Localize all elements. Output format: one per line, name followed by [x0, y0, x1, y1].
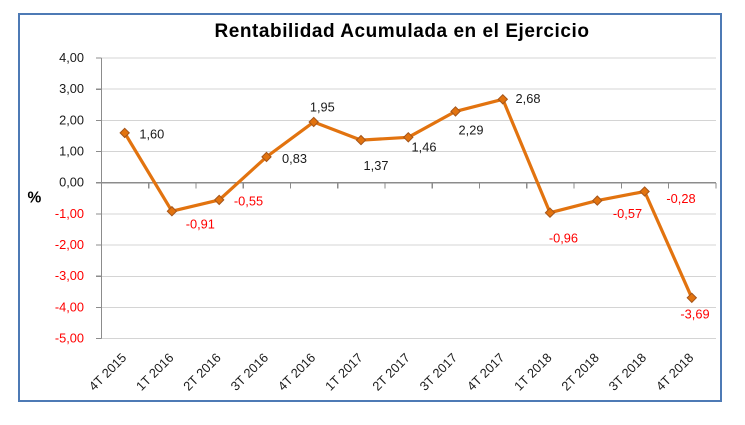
- svg-text:-0,91: -0,91: [186, 217, 215, 232]
- svg-text:1,37: 1,37: [364, 158, 389, 173]
- svg-text:2T 2017: 2T 2017: [369, 350, 413, 394]
- svg-text:-3,69: -3,69: [680, 307, 709, 322]
- svg-text:-2,00: -2,00: [55, 237, 84, 252]
- svg-text:-1,00: -1,00: [55, 206, 84, 221]
- svg-text:%: %: [28, 190, 42, 207]
- svg-text:-5,00: -5,00: [55, 331, 84, 346]
- svg-text:1T 2018: 1T 2018: [511, 350, 555, 394]
- svg-text:1T 2016: 1T 2016: [133, 350, 177, 394]
- svg-text:1,60: 1,60: [139, 127, 164, 142]
- svg-text:4T 2016: 4T 2016: [275, 350, 319, 394]
- svg-text:-0,96: -0,96: [549, 230, 578, 245]
- svg-text:1,46: 1,46: [412, 139, 437, 154]
- svg-text:1T 2017: 1T 2017: [322, 350, 366, 394]
- svg-text:2,68: 2,68: [516, 91, 541, 106]
- svg-text:-3,00: -3,00: [55, 268, 84, 283]
- svg-text:-0,57: -0,57: [613, 206, 642, 221]
- svg-text:4T 2017: 4T 2017: [464, 350, 508, 394]
- svg-text:3T 2016: 3T 2016: [227, 350, 271, 394]
- svg-text:3T 2018: 3T 2018: [606, 350, 650, 394]
- svg-text:-4,00: -4,00: [55, 299, 84, 314]
- svg-text:2T 2018: 2T 2018: [558, 350, 602, 394]
- svg-text:3,00: 3,00: [59, 81, 84, 96]
- svg-text:2,29: 2,29: [459, 123, 484, 138]
- svg-text:2,00: 2,00: [59, 112, 84, 127]
- svg-text:-0,28: -0,28: [666, 191, 695, 206]
- svg-text:-0,55: -0,55: [234, 194, 263, 209]
- svg-text:2T 2016: 2T 2016: [180, 350, 224, 394]
- svg-text:4T 2018: 4T 2018: [653, 350, 697, 394]
- svg-text:4,00: 4,00: [59, 50, 84, 65]
- svg-text:1,95: 1,95: [310, 99, 335, 114]
- svg-text:4T 2015: 4T 2015: [86, 350, 130, 394]
- svg-text:0,83: 0,83: [282, 151, 307, 166]
- svg-text:1,00: 1,00: [59, 144, 84, 159]
- svg-text:0,00: 0,00: [59, 175, 84, 190]
- svg-text:3T 2017: 3T 2017: [416, 350, 460, 394]
